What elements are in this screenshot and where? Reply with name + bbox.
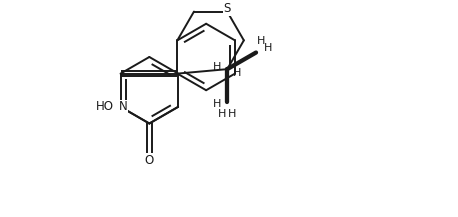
- Text: H: H: [257, 36, 266, 46]
- Text: H: H: [213, 62, 222, 72]
- Text: H: H: [233, 68, 241, 78]
- Text: H: H: [264, 43, 272, 53]
- Text: O: O: [145, 154, 154, 167]
- Text: N: N: [119, 100, 128, 113]
- Text: H: H: [213, 99, 221, 110]
- Text: H: H: [218, 109, 227, 119]
- Text: HO: HO: [96, 100, 114, 113]
- Text: S: S: [224, 2, 231, 15]
- Text: H: H: [228, 109, 236, 119]
